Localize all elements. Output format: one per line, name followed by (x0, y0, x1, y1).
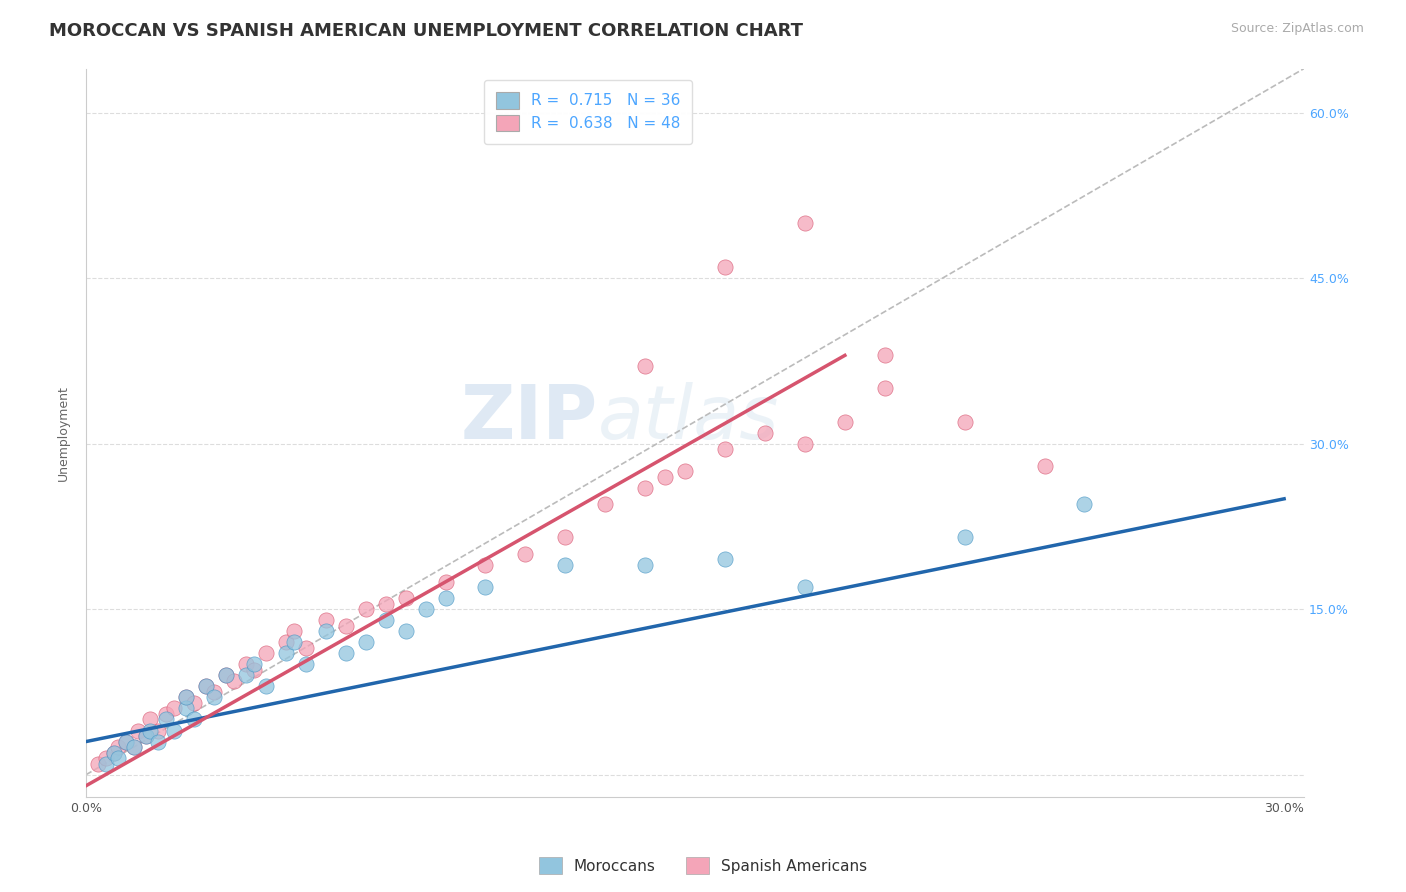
Point (235, 657, 257, 672)
Point (873, 348, 896, 362)
Point (394, 591, 416, 606)
Point (103, 746, 125, 760)
Point (873, 382, 896, 396)
Point (254, 679, 277, 693)
Point (474, 580, 496, 594)
Point (174, 701, 197, 715)
Point (274, 635, 297, 649)
Legend: R =  0.715   N = 36, R =  0.638   N = 48: R = 0.715 N = 36, R = 0.638 N = 48 (484, 79, 693, 144)
Point (235, 668, 257, 682)
Point (673, 464, 696, 478)
Point (634, 359, 657, 374)
Point (634, 481, 657, 495)
Point (183, 696, 205, 710)
Point (793, 580, 815, 594)
Point (953, 530, 976, 544)
Point (434, 591, 457, 606)
Point (222, 673, 245, 688)
Point (135, 729, 157, 743)
Point (654, 469, 676, 483)
Point (315, 624, 337, 639)
Point (122, 740, 145, 755)
Point (243, 657, 266, 672)
Point (434, 574, 457, 589)
Point (554, 558, 576, 572)
Point (554, 530, 576, 544)
Point (115, 734, 138, 748)
Text: MOROCCAN VS SPANISH AMERICAN UNEMPLOYMENT CORRELATION CHART: MOROCCAN VS SPANISH AMERICAN UNEMPLOYMEN… (49, 22, 803, 40)
Point (515, 547, 537, 561)
Point (374, 613, 396, 627)
Point (374, 597, 396, 611)
Point (139, 723, 162, 738)
Point (793, 436, 815, 450)
Point (793, 216, 815, 230)
Point (103, 746, 125, 760)
Point (634, 558, 657, 572)
Point (183, 713, 205, 727)
Point (953, 415, 976, 429)
Text: atlas: atlas (598, 382, 779, 454)
Point (163, 701, 186, 715)
Point (354, 635, 377, 649)
Point (155, 713, 177, 727)
Point (1073, 497, 1095, 511)
Point (274, 646, 297, 660)
Point (315, 613, 337, 627)
Point (94, 751, 117, 765)
Point (107, 751, 129, 765)
Point (107, 740, 129, 755)
Point (174, 690, 197, 705)
Text: Source: ZipAtlas.com: Source: ZipAtlas.com (1230, 22, 1364, 36)
Point (294, 640, 316, 655)
Point (714, 260, 737, 274)
Point (215, 668, 238, 682)
Point (335, 646, 357, 660)
Point (283, 635, 305, 649)
Point (394, 624, 416, 639)
Point (155, 706, 177, 721)
Point (146, 723, 169, 738)
Point (593, 497, 616, 511)
Point (754, 425, 776, 440)
Point (87, 756, 110, 771)
Point (194, 679, 217, 693)
Point (714, 442, 737, 457)
Legend: Moroccans, Spanish Americans: Moroccans, Spanish Americans (533, 851, 873, 880)
Point (474, 558, 496, 572)
Point (294, 657, 316, 672)
Point (834, 415, 856, 429)
Point (122, 740, 145, 755)
Point (1033, 458, 1056, 473)
Y-axis label: Unemployment: Unemployment (58, 384, 70, 481)
Point (415, 602, 437, 616)
Point (202, 685, 225, 699)
Point (335, 618, 357, 632)
Point (146, 734, 169, 748)
Point (194, 679, 217, 693)
Point (115, 734, 138, 748)
Point (174, 690, 197, 705)
Point (354, 602, 377, 616)
Point (135, 729, 157, 743)
Point (243, 663, 266, 677)
Point (127, 723, 149, 738)
Point (163, 723, 186, 738)
Point (283, 624, 305, 639)
Point (714, 552, 737, 566)
Point (139, 713, 162, 727)
Point (202, 690, 225, 705)
Point (254, 646, 277, 660)
Point (94, 756, 117, 771)
Text: ZIP: ZIP (460, 382, 598, 455)
Point (215, 668, 238, 682)
